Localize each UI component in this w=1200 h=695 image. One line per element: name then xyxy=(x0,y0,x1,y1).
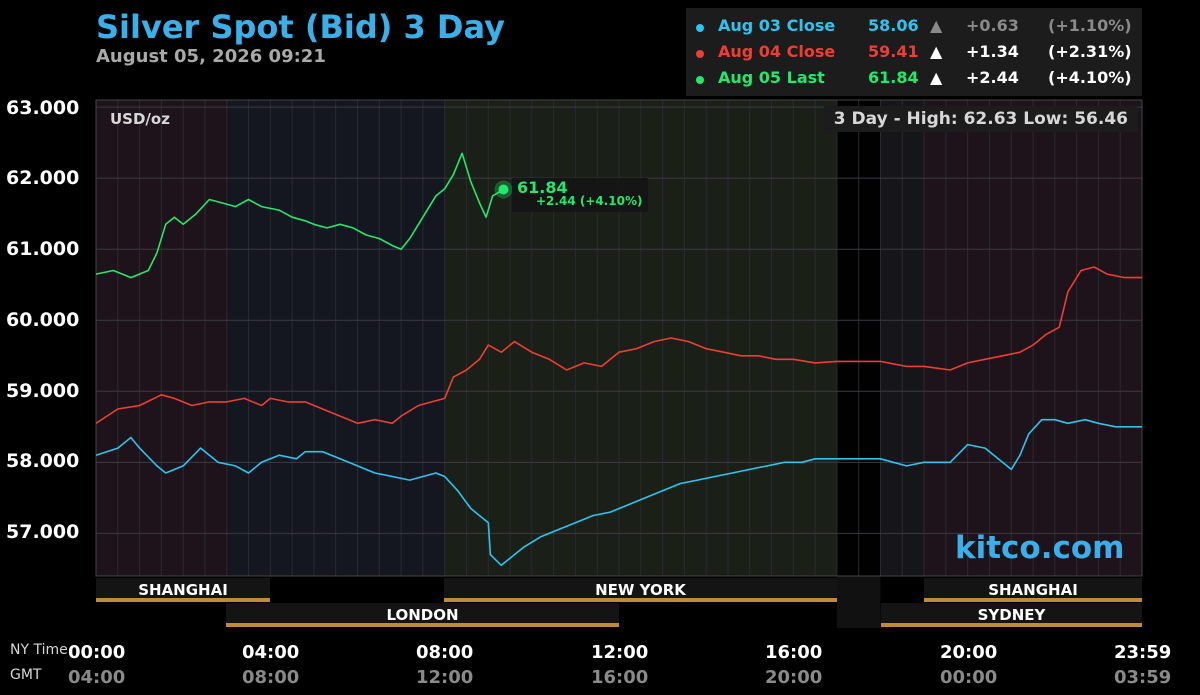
x-tick-gmt: 08:00 xyxy=(242,667,300,688)
legend-row: Aug 03 Close 58.06 ▲ +0.63 (+1.10%) xyxy=(686,16,1142,40)
x-tick-gmt: 12:00 xyxy=(416,667,474,688)
legend-dot-icon xyxy=(696,50,704,58)
legend-dot-icon xyxy=(696,24,704,32)
brand-watermark: kitco.com xyxy=(955,530,1125,566)
session-label: SHANGHAI xyxy=(988,581,1078,599)
x-tick-ny: 16:00 xyxy=(765,642,823,663)
legend-dot-icon xyxy=(696,76,704,84)
up-arrow-icon: ▲ xyxy=(930,42,943,61)
plot-frame xyxy=(95,99,1143,577)
gmt-label: GMT xyxy=(10,667,42,683)
x-tick-ny: 12:00 xyxy=(591,642,649,663)
session-bar xyxy=(924,598,1142,602)
legend-value: 59.41 xyxy=(868,42,919,61)
legend-value: 58.06 xyxy=(868,16,919,35)
market-closed-gap xyxy=(836,576,881,628)
x-tick-gmt: 03:59 xyxy=(1114,667,1172,688)
legend-change: +2.44 xyxy=(966,68,1019,87)
legend-pct: (+2.31%) xyxy=(1048,42,1132,61)
session-sydney: SYDNEY xyxy=(881,603,1142,627)
session-london: LONDON xyxy=(226,603,619,627)
session-shanghai: SHANGHAI xyxy=(96,578,270,602)
up-arrow-icon: ▲ xyxy=(930,16,943,35)
legend-label: Aug 04 Close xyxy=(718,42,836,61)
last-price-tooltip: 61.84 +2.44 (+4.10%) xyxy=(512,178,648,212)
session-bar xyxy=(226,623,619,627)
up-arrow-icon: ▲ xyxy=(930,68,943,87)
series-line xyxy=(95,418,1142,567)
legend-change: +1.34 xyxy=(966,42,1019,61)
legend-row: Aug 04 Close 59.41 ▲ +1.34 (+2.31%) xyxy=(686,42,1142,66)
last-price-change: +2.44 (+4.10%) xyxy=(536,194,643,208)
series-line xyxy=(95,266,1142,425)
series-line xyxy=(95,152,504,279)
chart-title: Silver Spot (Bid) 3 Day xyxy=(96,8,505,46)
x-tick-ny: 04:00 xyxy=(242,642,300,663)
session-label: SHANGHAI xyxy=(138,581,228,599)
y-tick-label: 58.000 xyxy=(6,450,80,472)
legend-label: Aug 03 Close xyxy=(718,16,836,35)
session-new-york: NEW YORK xyxy=(444,578,837,602)
legend-row: Aug 05 Last 61.84 ▲ +2.44 (+4.10%) xyxy=(686,68,1142,92)
high-low-box: 3 Day - High: 62.63 Low: 56.46 xyxy=(823,106,1138,132)
x-tick-gmt: 20:00 xyxy=(765,667,823,688)
chart-timestamp: August 05, 2026 09:21 xyxy=(96,46,326,67)
units-label: USD/oz xyxy=(110,110,170,128)
session-shanghai: SHANGHAI xyxy=(924,578,1142,602)
x-tick-gmt: 16:00 xyxy=(591,667,649,688)
x-tick-ny: 00:00 xyxy=(68,642,126,663)
legend: Aug 03 Close 58.06 ▲ +0.63 (+1.10%) Aug … xyxy=(686,8,1142,96)
session-label: SYDNEY xyxy=(977,606,1046,624)
x-tick-gmt: 00:00 xyxy=(940,667,998,688)
legend-pct: (+4.10%) xyxy=(1048,68,1132,87)
y-tick-label: 63.000 xyxy=(6,97,80,119)
last-price-value: 61.84 xyxy=(517,178,568,197)
x-tick-ny: 20:00 xyxy=(940,642,998,663)
last-point-marker xyxy=(498,184,509,195)
y-tick-label: 61.000 xyxy=(6,238,80,260)
legend-label: Aug 05 Last xyxy=(718,68,825,87)
y-tick-label: 60.000 xyxy=(6,309,80,331)
x-tick-ny: 23:59 xyxy=(1114,642,1172,663)
y-tick-label: 62.000 xyxy=(6,167,80,189)
session-bar xyxy=(96,598,270,602)
legend-value: 61.84 xyxy=(868,68,919,87)
legend-change: +0.63 xyxy=(966,16,1019,35)
ny-time-label: NY Time xyxy=(10,642,68,658)
session-label: LONDON xyxy=(386,606,459,624)
legend-pct: (+1.10%) xyxy=(1048,16,1132,35)
session-bar xyxy=(444,598,837,602)
y-tick-label: 59.000 xyxy=(6,380,80,402)
x-tick-gmt: 04:00 xyxy=(68,667,126,688)
y-tick-label: 57.000 xyxy=(6,521,80,543)
x-tick-ny: 08:00 xyxy=(416,642,474,663)
session-bar xyxy=(881,623,1142,627)
session-label: NEW YORK xyxy=(595,581,686,599)
